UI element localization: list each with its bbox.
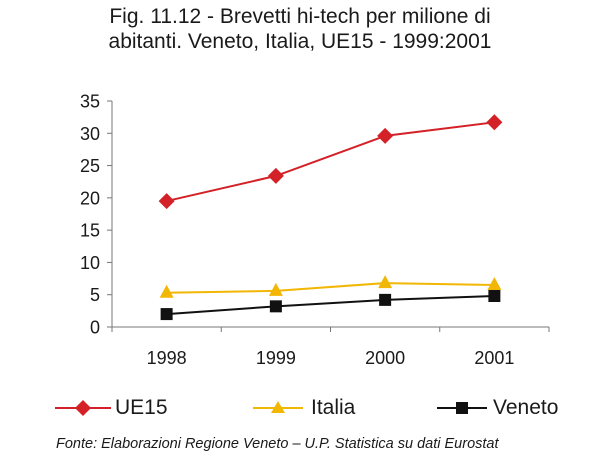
legend-label: UE15 — [115, 396, 168, 419]
x-tick-label: 2001 — [474, 348, 514, 368]
triangle-marker-icon — [253, 401, 303, 413]
y-tick-label: 5 — [90, 285, 100, 305]
y-tick-label: 0 — [90, 318, 100, 338]
data-point-ue15 — [267, 167, 284, 184]
data-point-ue15 — [486, 114, 503, 131]
x-tick-label: 1998 — [147, 348, 187, 368]
y-tick-label: 20 — [80, 188, 100, 208]
x-tick-label: 1999 — [256, 348, 296, 368]
chart-title-line-2: abitanti. Veneto, Italia, UE15 - 1999:20… — [108, 30, 492, 53]
data-point-italia — [268, 282, 283, 296]
x-tick-label: 2000 — [365, 348, 405, 368]
y-tick-label: 25 — [80, 156, 100, 176]
data-point-veneto — [269, 300, 282, 313]
chart-title-line-1: Fig. 11.12 - Brevetti hi-tech per milion… — [109, 5, 491, 28]
series-line-italia — [166, 282, 495, 294]
data-point-ue15 — [377, 127, 394, 144]
data-point-veneto — [379, 293, 392, 306]
legend-label: Veneto — [493, 396, 559, 419]
square-marker-icon — [437, 402, 487, 414]
legend-item-ue15: UE15 — [55, 396, 168, 420]
y-tick-label: 35 — [80, 92, 100, 112]
line-chart: 0 5 10 15 20 25 30 35 1998 1999 2000 2001 — [80, 92, 550, 368]
legend: UE15 Italia Veneto — [0, 396, 600, 422]
data-point-veneto — [160, 308, 173, 321]
series-line-ue15 — [166, 121, 495, 203]
legend-item-veneto: Veneto — [437, 396, 558, 420]
source-note: Fonte: Elaborazioni Regione Veneto – U.P… — [56, 436, 499, 452]
y-tick-label: 10 — [80, 253, 100, 273]
y-tick-label: 30 — [80, 124, 100, 144]
data-point-italia — [487, 277, 502, 291]
data-point-ue15 — [158, 193, 175, 210]
legend-label: Italia — [311, 396, 356, 419]
legend-item-italia: Italia — [253, 396, 355, 420]
y-tick-label: 15 — [80, 221, 100, 241]
data-point-italia — [159, 284, 174, 298]
series-line-veneto — [166, 295, 495, 316]
chart-title: Fig. 11.12 - Brevetti hi-tech per milion… — [0, 4, 600, 54]
diamond-marker-icon — [55, 400, 111, 416]
data-point-veneto — [488, 290, 501, 303]
data-point-italia — [378, 275, 393, 289]
